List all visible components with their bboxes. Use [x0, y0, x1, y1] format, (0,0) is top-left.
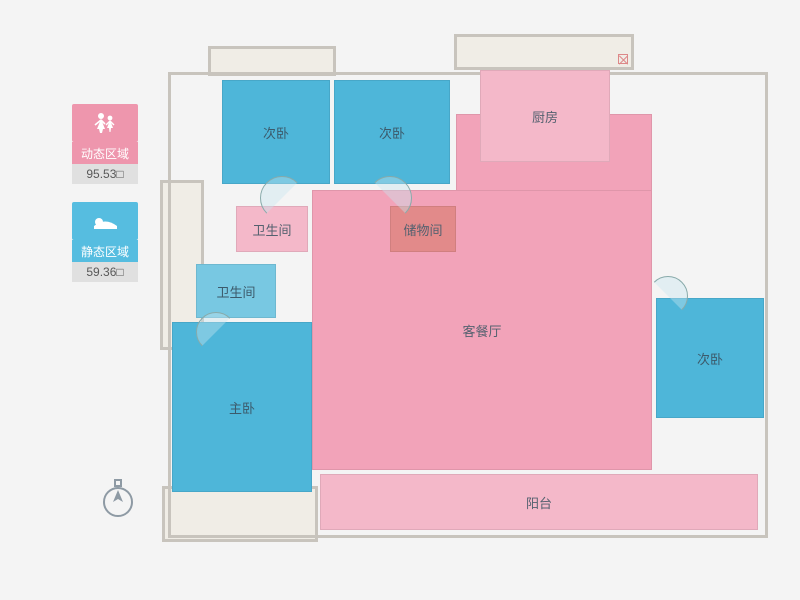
room-living: 客餐厅	[312, 190, 652, 470]
legend-dynamic-label: 动态区域	[72, 142, 138, 164]
room-bath2: 卫生间	[196, 264, 276, 318]
room-label: 次卧	[379, 123, 405, 142]
room-label: 主卧	[229, 398, 255, 417]
room-bedroom_a: 次卧	[222, 80, 330, 184]
compass-icon	[100, 476, 136, 520]
room-storage: 储物间	[390, 206, 456, 252]
room-bedroom_c: 次卧	[656, 298, 764, 418]
floorplan: 客餐厅厨房次卧次卧卫生间储物间卫生间主卧次卧阳台	[160, 20, 780, 580]
legend-dynamic-value: 95.53□	[72, 164, 138, 184]
outline-top-right	[454, 34, 634, 70]
room-label: 卫生间	[252, 220, 291, 239]
legend-static-value: 59.36□	[72, 262, 138, 282]
legend-static-label: 静态区域	[72, 240, 138, 262]
room-label: 客餐厅	[462, 321, 501, 340]
room-label: 厨房	[532, 107, 558, 126]
room-label: 次卧	[263, 123, 289, 142]
room-label: 次卧	[697, 349, 723, 368]
room-master: 主卧	[172, 322, 312, 492]
room-label: 卫生间	[216, 282, 255, 301]
close-icon	[618, 54, 628, 64]
room-label: 阳台	[526, 493, 552, 512]
room-label: 储物间	[403, 220, 442, 239]
legend-static: 静态区域 59.36□	[72, 202, 138, 282]
legend-dynamic: 动态区域 95.53□	[72, 104, 138, 184]
room-kitchen: 厨房	[480, 70, 610, 162]
room-bedroom_b: 次卧	[334, 80, 450, 184]
sleep-icon	[72, 202, 138, 240]
legend: 动态区域 95.53□ 静态区域 59.36□	[72, 104, 138, 300]
room-bath1: 卫生间	[236, 206, 308, 252]
people-icon	[72, 104, 138, 142]
room-balcony: 阳台	[320, 474, 758, 530]
